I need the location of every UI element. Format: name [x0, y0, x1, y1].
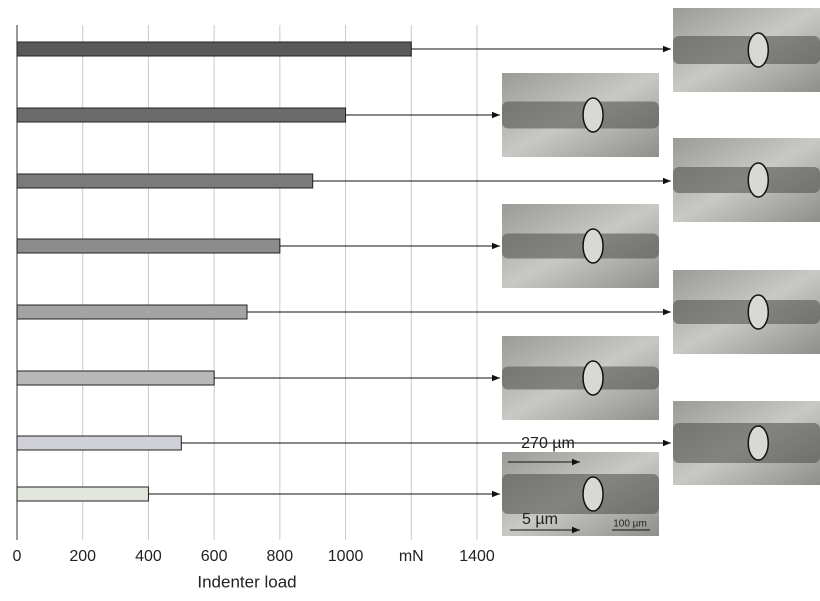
micrographs [502, 8, 820, 536]
scratch-marker [583, 98, 603, 132]
bar [17, 174, 313, 188]
x-tick-label: 200 [69, 548, 96, 565]
annotation: 5 µm [522, 511, 558, 528]
x-tick-label: mN [399, 548, 424, 565]
scratch-marker [748, 426, 768, 460]
bar [17, 42, 411, 56]
bar [17, 108, 346, 122]
scratch-track [502, 102, 659, 129]
scratch-marker [748, 163, 768, 197]
scratch-track [502, 474, 659, 514]
scratch-marker [583, 361, 603, 395]
x-tick-label: 0 [13, 548, 22, 565]
x-tick-label: 800 [267, 548, 294, 565]
scratch-track [502, 367, 659, 390]
bar [17, 487, 148, 501]
scratch-track [673, 36, 820, 64]
chart: Indenter load 270 µm 5 µm 100 µm 0 200 400… [0, 0, 820, 596]
bar [17, 371, 214, 385]
bar [17, 305, 247, 319]
scratch-marker [748, 33, 768, 67]
x-tick-label: 1400 [459, 548, 495, 565]
annotation: 100 µm [613, 519, 647, 530]
bar [17, 239, 280, 253]
x-tick-label: 400 [135, 548, 162, 565]
x-axis-label: Indenter load [197, 572, 296, 591]
x-tick-label: 1000 [328, 548, 364, 565]
scratch-marker [583, 477, 603, 511]
annotation: 270 µm [521, 435, 575, 452]
scratch-marker [583, 229, 603, 263]
scratch-track [673, 300, 820, 324]
scratch-track [673, 167, 820, 193]
bar [17, 436, 181, 450]
scratch-track [673, 423, 820, 463]
scratch-marker [748, 295, 768, 329]
x-tick-label: 600 [201, 548, 228, 565]
scratch-track [502, 234, 659, 259]
